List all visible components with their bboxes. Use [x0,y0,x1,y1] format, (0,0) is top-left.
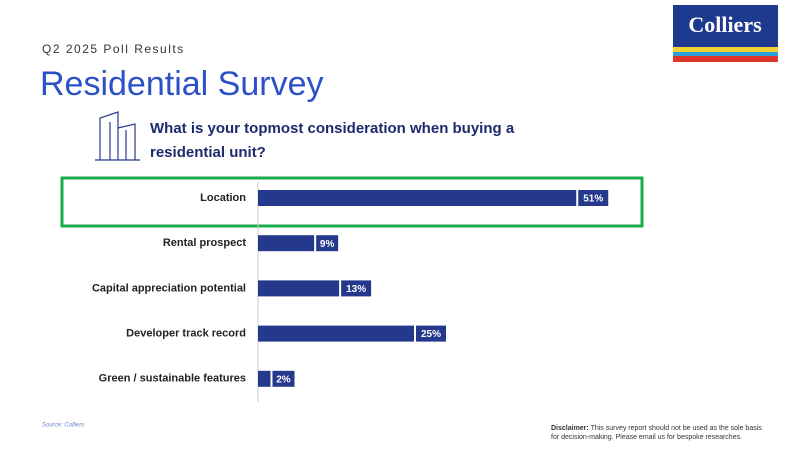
value-label-box [272,370,295,387]
category-label: Capital appreciation potential [92,282,246,294]
disclaimer-text: for decision-making. Please email us for… [551,434,742,441]
bar [258,235,315,252]
category-label: Location [200,192,246,204]
logo-text: Colliers [688,12,762,37]
value-label: 25% [421,329,441,340]
bar [258,370,271,387]
value-label: 51% [583,194,603,205]
source: Source: Colliers [42,423,84,429]
logo: Colliers [673,5,778,62]
logo-stripe [673,56,778,62]
value-label-box [578,190,609,206]
bar [258,190,577,206]
question-line: residential unit? [150,144,266,161]
disclaimer-text: This survey report should not be used as… [589,425,763,432]
disclaimer-label: Disclaimer: [551,425,589,432]
bar [258,280,340,297]
title: Residential Survey [40,65,323,103]
value-label-box [316,235,339,252]
highlight-box [60,176,644,228]
logo-stripe [673,52,778,56]
category-label: Rental prospect [163,237,246,249]
disclaimer: Disclaimer: This survey report should no… [551,425,762,441]
category-label: Green / sustainable features [99,373,246,385]
building-icon [95,111,140,161]
logo-box [673,5,778,47]
bar [258,325,414,342]
value-label: 2% [276,374,291,385]
value-label: 13% [346,284,366,295]
value-label-box [416,325,446,342]
logo-stripe [673,47,778,52]
question-line: What is your topmost consideration when … [150,120,515,137]
subtitle: Q2 2025 Poll Results [42,42,185,56]
value-label: 9% [320,239,335,250]
category-label: Developer track record [126,328,246,340]
value-label-box [341,280,372,297]
